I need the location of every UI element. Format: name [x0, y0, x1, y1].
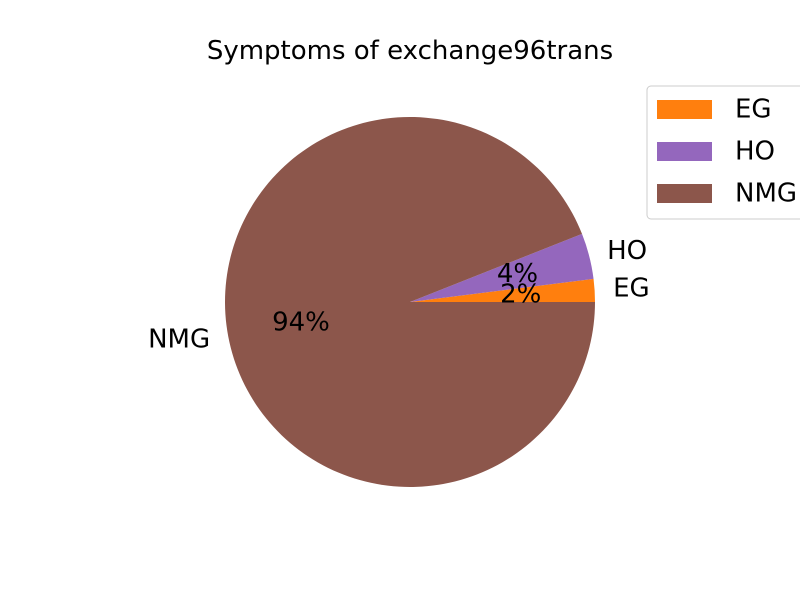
- slice-label-nmg: NMG: [148, 325, 210, 355]
- slice-label-ho: HO: [607, 236, 647, 266]
- legend-swatch-eg: [657, 100, 712, 119]
- legend-label-eg: EG: [735, 95, 772, 125]
- legend: EG HO NMG: [646, 85, 800, 220]
- pie-slice-eg: [410, 278, 595, 302]
- slice-percent-eg: 2%: [500, 280, 541, 310]
- slice-percent-nmg: 94%: [272, 307, 330, 337]
- slice-label-eg: EG: [613, 274, 650, 304]
- pie-slice-nmg: [225, 117, 595, 488]
- pie-slice-ho: [410, 233, 594, 302]
- legend-swatch-nmg: [657, 184, 712, 203]
- legend-label-nmg: NMG: [735, 179, 797, 209]
- slice-percent-ho: 4%: [497, 259, 538, 289]
- legend-label-ho: HO: [735, 137, 775, 167]
- chart-title: Symptoms of exchange96trans: [206, 36, 614, 66]
- legend-swatch-ho: [657, 142, 712, 161]
